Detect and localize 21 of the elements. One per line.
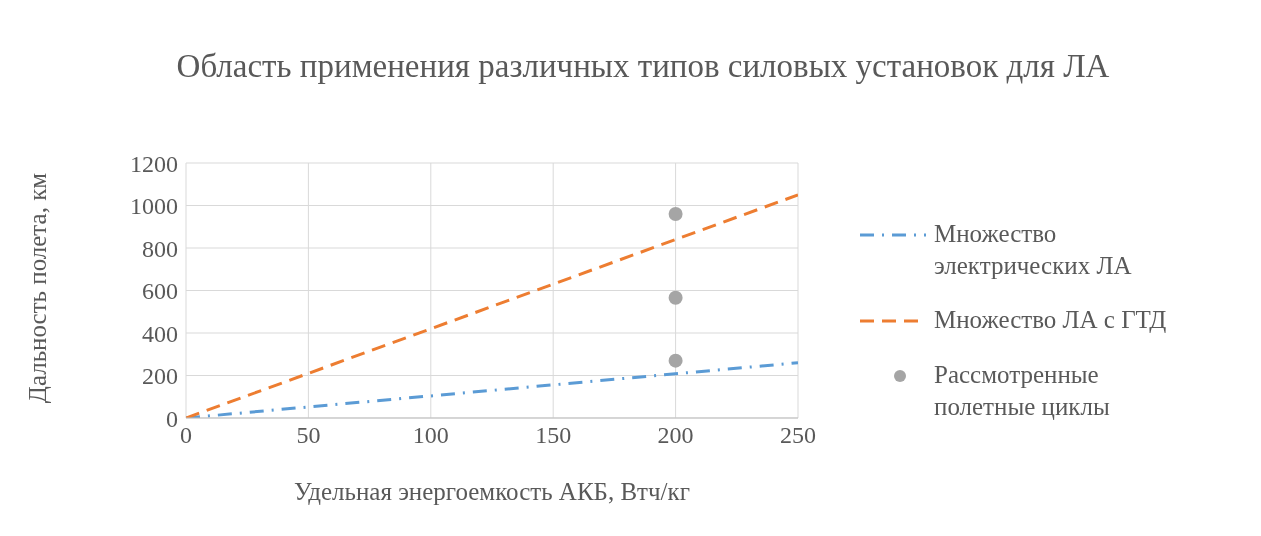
chart-title: Область применения различных типов силовых установок для ЛА: [175, 47, 1111, 86]
point: [668, 353, 683, 368]
y-tick-label: 1000: [130, 193, 178, 220]
y-tick-label: 800: [142, 235, 178, 262]
x-axis-title: Удельная энергоемкость АКБ, Втч/кг: [293, 478, 691, 506]
x-tick-label: 100: [412, 422, 449, 449]
point: [668, 290, 683, 305]
legend-label: Множество электрических ЛА: [934, 219, 1133, 281]
y-tick-label: 200: [142, 363, 178, 390]
x-tick-label: 250: [780, 422, 816, 449]
y-tick-label: 1200: [130, 150, 178, 177]
x-tick-label: 50: [296, 422, 321, 449]
point: [668, 207, 683, 221]
x-tick-label: 150: [535, 422, 572, 449]
y-axis-title: Дальность полета, км: [24, 172, 52, 404]
x-tick-label: 200: [657, 422, 694, 449]
y-tick-label: 600: [142, 278, 178, 305]
legend-label: Множество ЛА с ГТД: [934, 305, 1168, 335]
legend-label: Рассмотренные полетные циклы: [934, 360, 1111, 422]
y-tick-label: 400: [142, 320, 178, 347]
y-tick-label: 0: [166, 405, 178, 432]
